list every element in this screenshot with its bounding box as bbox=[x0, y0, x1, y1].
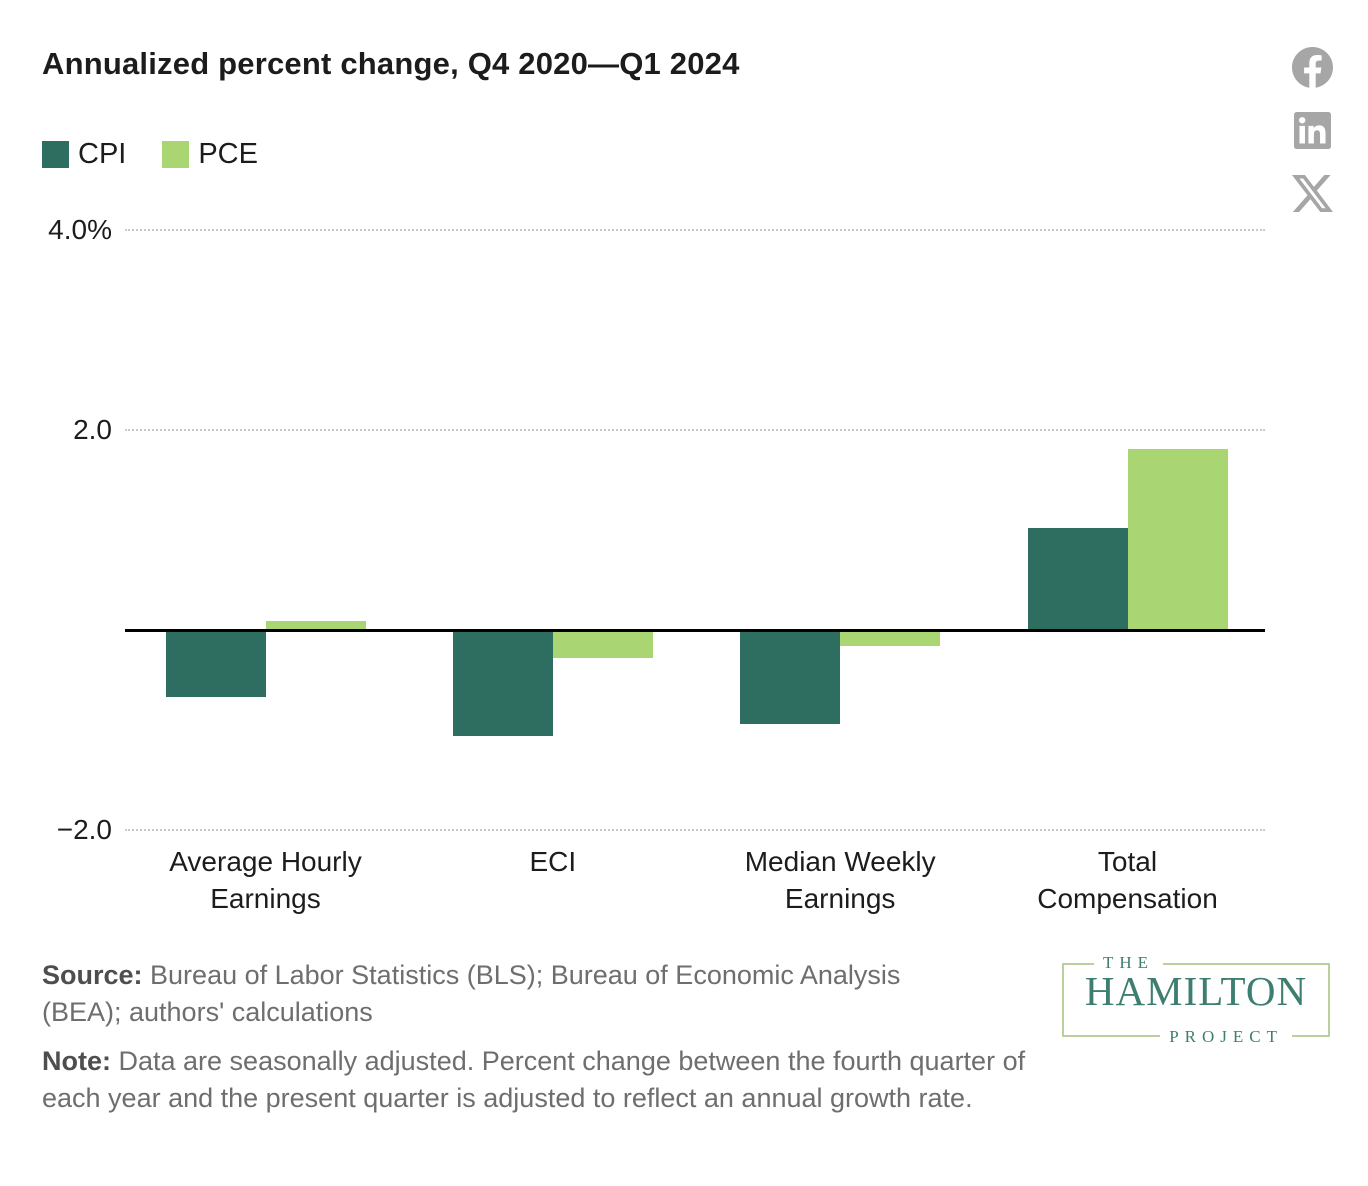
x-axis-category-label: Total Compensation bbox=[968, 843, 1288, 917]
hamilton-project-logo: THE HAMILTON PROJECT bbox=[1062, 953, 1330, 1047]
cpi-swatch-icon bbox=[42, 141, 69, 168]
bar-cpi-1[interactable] bbox=[165, 630, 266, 697]
chart-legend: CPI PCE bbox=[42, 138, 258, 171]
facebook-share-icon[interactable] bbox=[1292, 47, 1333, 88]
pce-swatch-icon bbox=[162, 141, 190, 168]
x-axis-category-label-line: Compensation bbox=[1037, 883, 1218, 914]
note-label: Note: bbox=[42, 1046, 111, 1076]
x-axis-category-label-line: Earnings bbox=[784, 883, 896, 914]
bar-pce-4[interactable] bbox=[1127, 449, 1228, 630]
chart-title: Annualized percent change, Q4 2020—Q1 20… bbox=[42, 46, 740, 81]
bar-pce-1[interactable] bbox=[265, 621, 366, 630]
legend-item-pce: PCE bbox=[162, 138, 258, 171]
legend-label-pce: PCE bbox=[198, 138, 258, 170]
logo-line-the: THE bbox=[1094, 953, 1164, 973]
x-axis-category-label: Median Weekly Earnings bbox=[680, 843, 1000, 917]
x-share-icon[interactable] bbox=[1292, 173, 1333, 214]
x-axis-category-label-line: ECI bbox=[529, 846, 577, 877]
linkedin-share-icon[interactable] bbox=[1294, 112, 1331, 149]
x-axis-line bbox=[125, 629, 1265, 632]
x-axis-category-label: ECI bbox=[393, 843, 713, 880]
gridline-4.0% bbox=[125, 229, 1265, 231]
legend-label-cpi: CPI bbox=[78, 138, 127, 170]
source-text: Source: Bureau of Labor Statistics (BLS)… bbox=[42, 957, 972, 1031]
x-axis-category-label-line: Total bbox=[1097, 846, 1158, 877]
y-axis-tick-label: −2.0 bbox=[56, 814, 112, 845]
x-axis-category-label-line: Median Weekly bbox=[744, 846, 936, 877]
bar-pce-3[interactable] bbox=[840, 630, 941, 646]
gridline-2.0 bbox=[125, 429, 1265, 431]
note-text: Note: Data are seasonally adjusted. Perc… bbox=[42, 1043, 1032, 1117]
note-body: Data are seasonally adjusted. Percent ch… bbox=[42, 1046, 1026, 1113]
source-body: Bureau of Labor Statistics (BLS); Bureau… bbox=[42, 960, 901, 1027]
bar-cpi-4[interactable] bbox=[1027, 528, 1128, 630]
x-axis-category-label-line: Earnings bbox=[210, 883, 321, 914]
y-axis-tick-label: 2.0 bbox=[73, 414, 112, 445]
logo-line-project: PROJECT bbox=[1160, 1027, 1292, 1047]
source-label: Source: bbox=[42, 960, 143, 990]
logo-line-hamilton: HAMILTON bbox=[1084, 968, 1308, 1014]
y-axis-tick-label: 4.0% bbox=[48, 214, 112, 245]
legend-item-cpi: CPI bbox=[42, 138, 126, 171]
bar-pce-2[interactable] bbox=[552, 630, 653, 658]
x-axis-category-label-line: Average Hourly bbox=[169, 846, 362, 877]
bar-cpi-2[interactable] bbox=[452, 630, 553, 736]
x-axis-category-label: Average Hourly Earnings bbox=[106, 843, 426, 917]
gridline-−2.0 bbox=[125, 829, 1265, 831]
social-share-bar bbox=[1292, 47, 1334, 214]
bar-cpi-3[interactable] bbox=[740, 630, 841, 724]
